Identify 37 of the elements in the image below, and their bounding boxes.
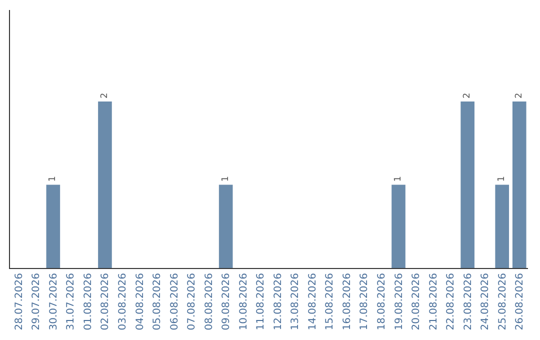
x-tick-label: 16.08.2026 bbox=[342, 273, 353, 330]
x-tick-label: 04.08.2026 bbox=[134, 273, 146, 330]
x-tick-label: 25.08.2026 bbox=[497, 273, 508, 330]
x-tick-label: 12.08.2026 bbox=[272, 273, 284, 330]
x-tick-label: 18.08.2026 bbox=[376, 273, 388, 330]
x-tick-label: 08.08.2026 bbox=[204, 273, 215, 330]
x-tick-label: 19.08.2026 bbox=[394, 273, 405, 330]
x-tick-label: 20.08.2026 bbox=[411, 273, 422, 330]
x-tick-label: 26.08.2026 bbox=[514, 273, 526, 330]
x-tick-label: 29.07.2026 bbox=[31, 273, 42, 330]
x-tick-label: 11.08.2026 bbox=[256, 273, 267, 330]
x-tick-label: 10.08.2026 bbox=[238, 273, 250, 330]
x-tick-label: 02.08.2026 bbox=[100, 273, 112, 330]
x-tick-label: 07.08.2026 bbox=[186, 273, 198, 330]
x-tick-label: 28.07.2026 bbox=[14, 273, 25, 330]
x-tick-label: 17.08.2026 bbox=[359, 273, 370, 330]
x-tick-label: 09.08.2026 bbox=[221, 273, 232, 330]
data-label: 1 bbox=[497, 176, 508, 182]
data-label: 1 bbox=[48, 176, 58, 182]
data-label: 1 bbox=[220, 176, 231, 182]
x-tick-label: 31.07.2026 bbox=[66, 273, 77, 330]
x-tick-label: 23.08.2026 bbox=[462, 273, 474, 330]
data-label: 2 bbox=[100, 92, 110, 99]
x-tick-label: 21.08.2026 bbox=[428, 273, 440, 330]
x-tick-label: 30.07.2026 bbox=[48, 273, 60, 330]
x-tick-label: 14.08.2026 bbox=[307, 273, 318, 330]
x-tick-label: 06.08.2026 bbox=[169, 273, 180, 330]
x-tick-label: 22.08.2026 bbox=[446, 273, 457, 330]
data-label: 2 bbox=[514, 92, 524, 99]
x-tick-label: 24.08.2026 bbox=[480, 273, 492, 330]
x-tick-label: 13.08.2026 bbox=[290, 273, 302, 330]
x-tick-label: 01.08.2026 bbox=[82, 273, 94, 330]
data-label: 1 bbox=[394, 176, 404, 182]
x-tick-label: 15.08.2026 bbox=[324, 273, 336, 330]
data-label: 2 bbox=[462, 92, 473, 99]
x-tick-label: 05.08.2026 bbox=[152, 273, 164, 330]
x-tick-label: 03.08.2026 bbox=[117, 273, 128, 330]
